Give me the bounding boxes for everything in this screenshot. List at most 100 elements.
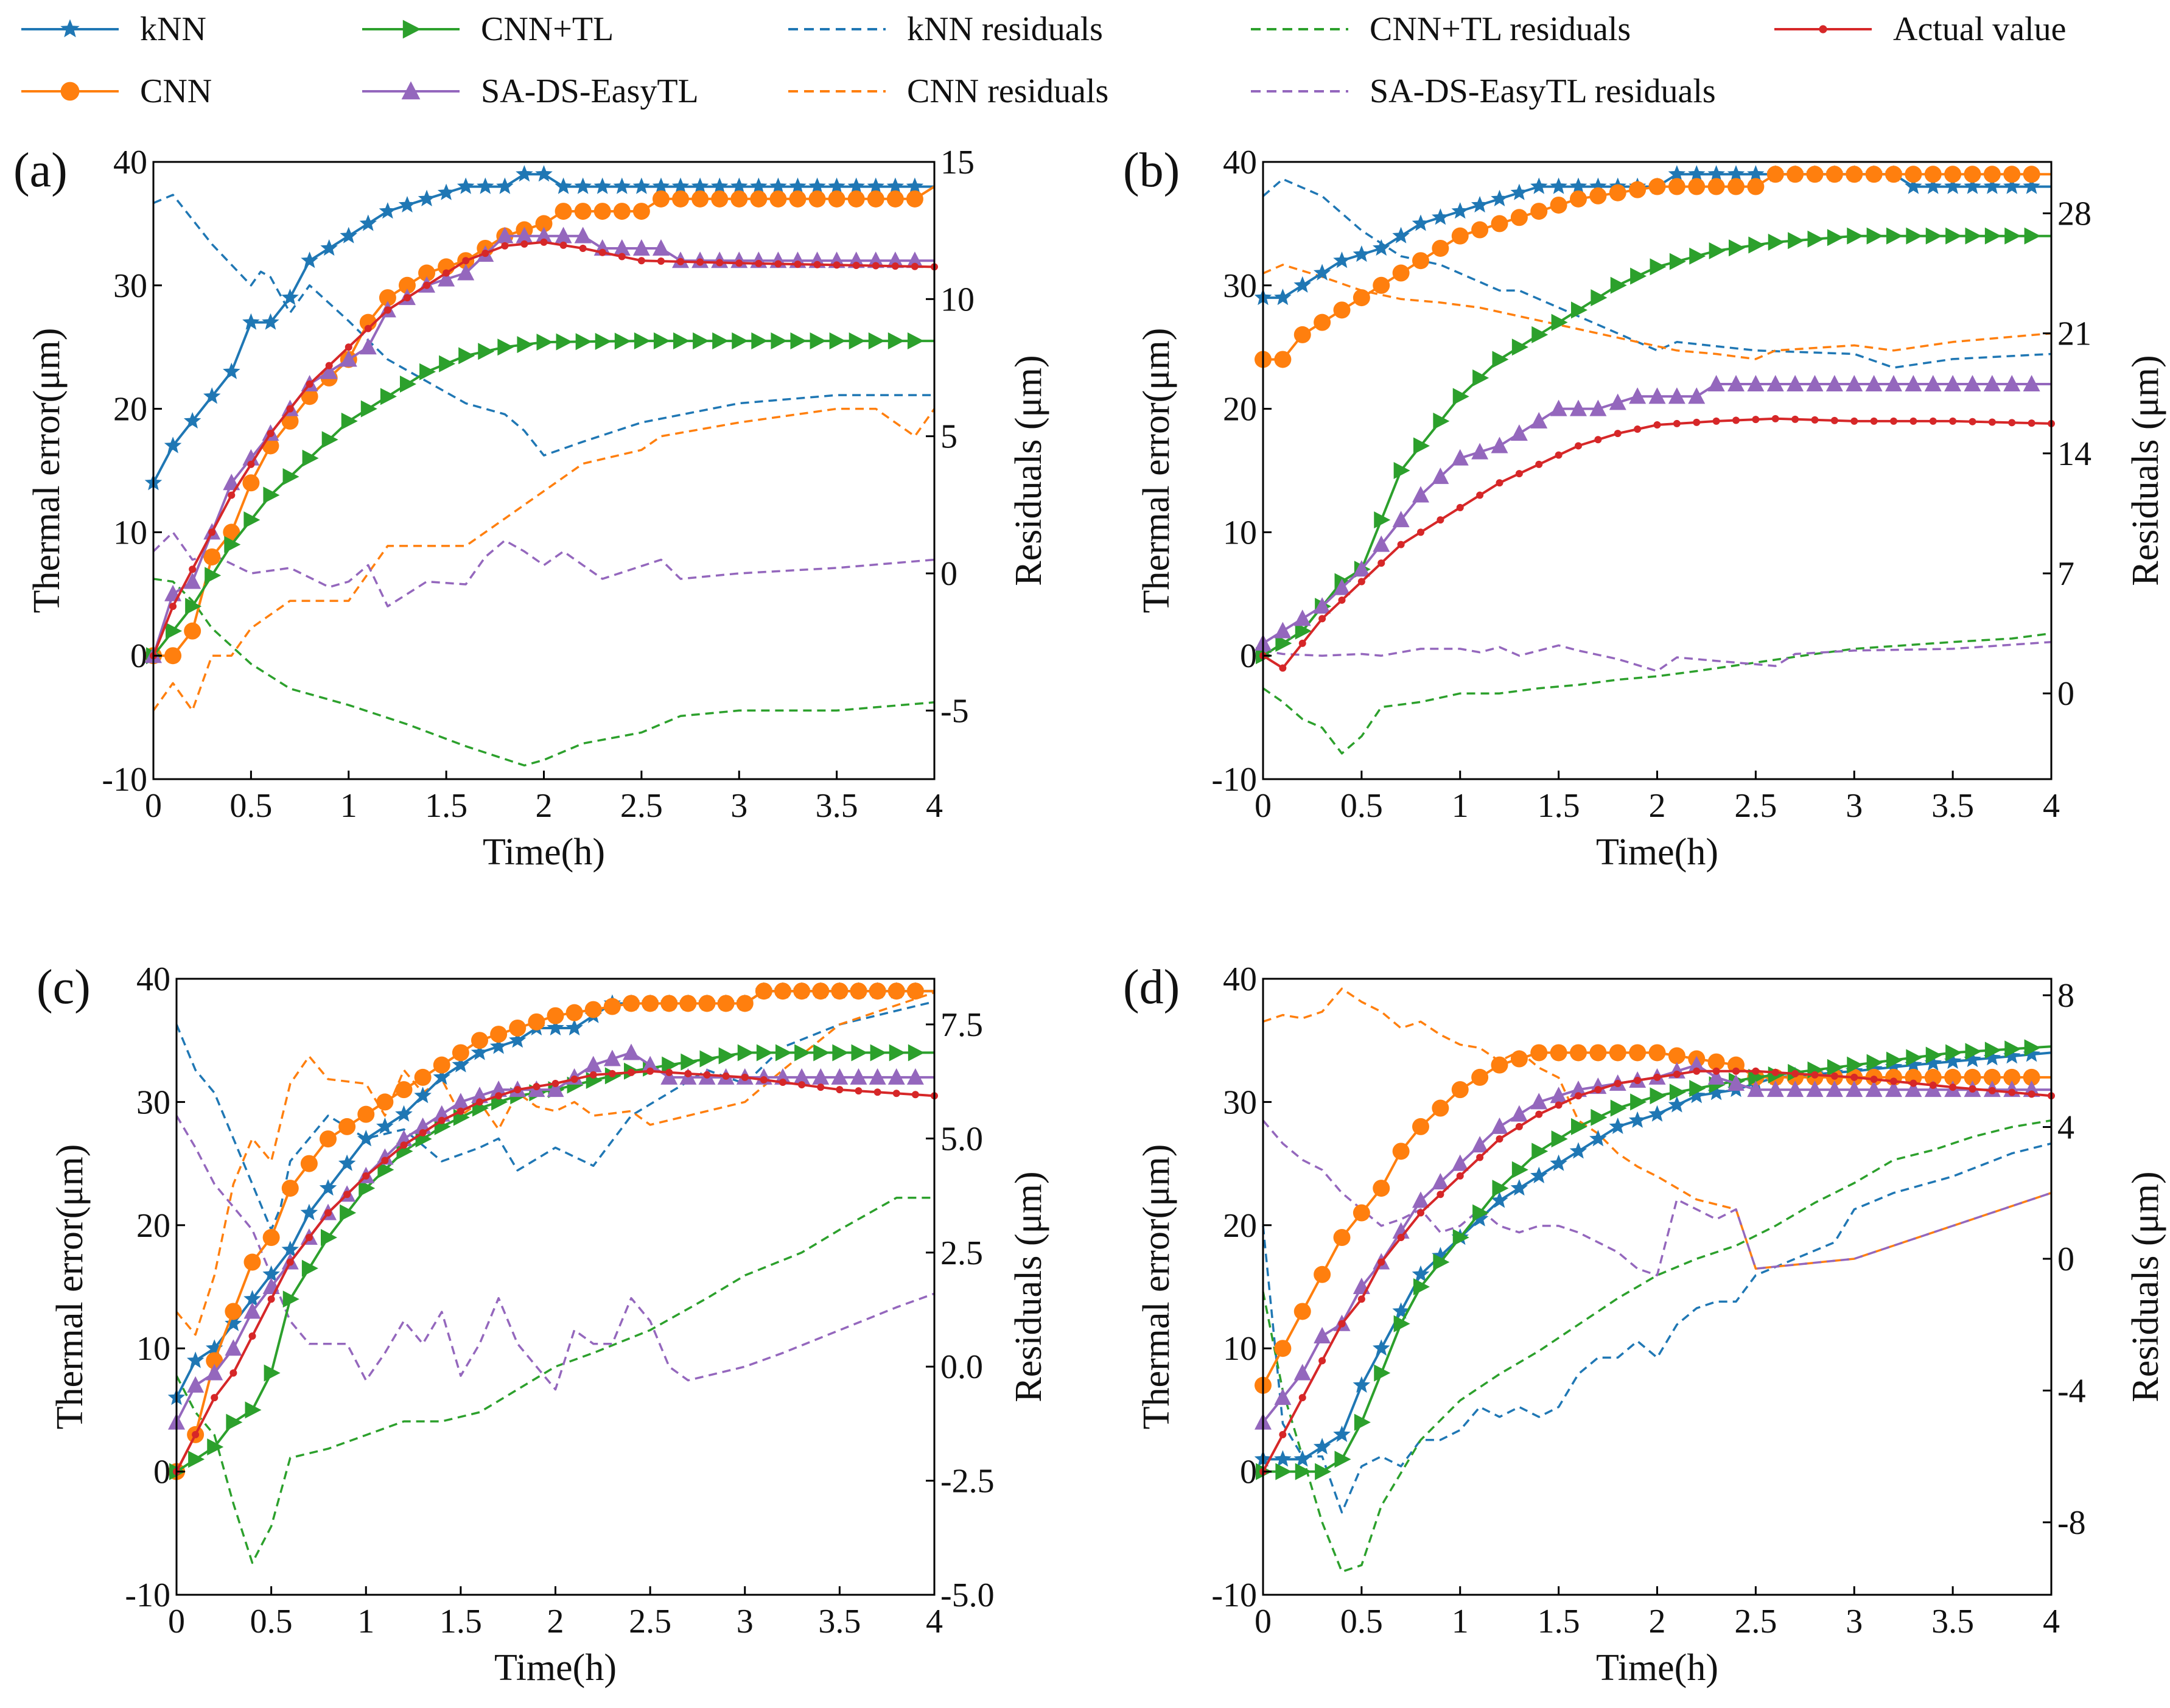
panel-c-marker-cnn <box>471 1032 488 1049</box>
panel-a-marker-knn <box>555 177 572 194</box>
panel-b-marker-actual-value <box>1949 417 1957 425</box>
panel-c-x-tick-label: 2.5 <box>629 1603 671 1640</box>
panel-a-marker-cnn-tl <box>536 334 553 351</box>
panel-a-marker-knn <box>847 177 865 194</box>
panel-a-marker-cnn <box>555 203 572 220</box>
panel-c-x-tick-label: 3 <box>737 1603 754 1640</box>
panel-d-marker-actual-value <box>1555 1101 1563 1109</box>
panel-b-marker-sa-ds-easytl <box>1412 486 1429 503</box>
panel-a-y-tick-label: 10 <box>113 514 147 551</box>
panel-b-x-tick-label: 0.5 <box>1340 787 1383 825</box>
panel-d-marker-cnn-tl <box>1472 1204 1489 1222</box>
panel-a-marker-actual-value <box>228 491 236 499</box>
panel-c-marker-knn <box>395 1105 413 1122</box>
panel-d-y2-tick-label: -4 <box>2057 1372 2086 1410</box>
panel-b-marker-cnn <box>1491 215 1508 233</box>
panel-d-marker-cnn-tl <box>1354 1413 1371 1431</box>
panel-b-marker-cnn-tl <box>1729 239 1745 257</box>
panel-a-marker-sa-ds-easytl <box>652 239 670 256</box>
panel-a-marker-knn <box>164 436 182 453</box>
panel-a-marker-cnn <box>769 190 787 208</box>
panel-c-marker-cnn-tl <box>775 1044 792 1062</box>
panel-d-marker-knn <box>1392 1302 1410 1319</box>
panel-c-marker-cnn-tl <box>737 1044 754 1062</box>
legend-item-sa-ds-easytl: SA-DS-EasyTL <box>359 72 699 110</box>
panel-c-marker-cnn <box>452 1044 469 1062</box>
panel-b-marker-knn <box>1432 208 1449 225</box>
panel-a-marker-actual-value <box>423 281 431 289</box>
panel-c-series-actual-value <box>175 1069 935 1472</box>
panel-c-x-tick-label: 3.5 <box>818 1603 861 1640</box>
panel-c-marker-actual-value <box>343 1191 351 1199</box>
panel-c-marker-actual-value <box>779 1079 786 1087</box>
panel-b-marker-cnn-tl <box>1689 247 1706 265</box>
panel-d-marker-sa-ds-easytl <box>1865 1080 1883 1097</box>
panel-a-series-sa-ds-easytl-residuals <box>152 531 935 607</box>
panel-c-marker-knn <box>547 1019 564 1036</box>
panel-a: 0 0.5 1 1.5 2 2.5 3 3.5 4-10010203040-5051015Tim… <box>13 144 1049 873</box>
legend-item-actual-value: Actual value <box>1771 10 2067 48</box>
panel-d-marker-cnn <box>1668 1047 1685 1065</box>
panel-d-marker-cnn <box>1274 1340 1292 1357</box>
panel-c-marker-actual-value <box>400 1141 408 1149</box>
panel-d-marker-actual-value <box>1515 1122 1523 1130</box>
panel-d-marker-cnn-tl <box>1433 1253 1450 1271</box>
panel-b-marker-cnn-tl <box>1669 253 1686 270</box>
panel-d-marker-cnn-tl <box>1492 1180 1509 1197</box>
panel-a-marker-sa-ds-easytl <box>223 474 240 491</box>
panel-b-marker-cnn-tl <box>1433 412 1450 430</box>
panel-a-marker-cnn-tl <box>810 332 827 350</box>
panel-b-marker-sa-ds-easytl <box>1983 375 2001 392</box>
panel-c-marker-actual-value <box>248 1332 256 1340</box>
panel-d-marker-actual-value <box>1496 1135 1503 1143</box>
panel-a-y2-tick-label: 15 <box>940 144 975 181</box>
panel-a-y-tick-label: 20 <box>113 391 147 429</box>
panel-a-marker-cnn-tl <box>321 431 338 449</box>
legend-swatch-sa-ds-easytl <box>362 81 460 100</box>
panel-b-marker-cnn-tl <box>1866 227 1883 245</box>
legend-marker-sa-ds-easytl <box>401 81 421 100</box>
panel-c-marker-sa-ds-easytl <box>471 1087 488 1104</box>
panel-a-marker-sa-ds-easytl <box>886 251 904 268</box>
panel-b-x-tick-label: 0 <box>1255 787 1272 825</box>
panel-b-marker-cnn <box>1766 166 1784 183</box>
panel-a-y-tick-label: 30 <box>113 267 147 305</box>
panel-b-marker-actual-value <box>1988 418 1996 426</box>
panel-d-x-tick-label: 2.5 <box>1734 1603 1777 1640</box>
panel-b-x-tick-label: 4 <box>2043 787 2060 825</box>
legend-label-knn-residuals: kNN residuals <box>907 10 1103 48</box>
panel-d-marker-cnn-tl <box>2024 1039 2041 1057</box>
panel-a-marker-knn <box>574 177 592 194</box>
panel-a-marker-cnn <box>632 203 650 220</box>
panel-b-series-knn-residuals <box>1262 178 2052 369</box>
panel-c-y2-tick-label: 7.5 <box>940 1006 983 1044</box>
panel-a-y2-axis-label: Residuals (μm) <box>1008 355 1049 586</box>
panel-b-marker-actual-value <box>1909 417 1917 425</box>
panel-b-marker-knn <box>1373 239 1390 256</box>
panel-b-marker-actual-value <box>1575 442 1582 450</box>
panel-a-series-cnn-tl-residuals <box>153 578 935 767</box>
legend-item-cnn-tl-residuals: CNN+TL residuals <box>1248 10 1631 48</box>
panel-c-marker-cnn <box>376 1093 394 1111</box>
panel-b-marker-actual-value <box>1969 418 1976 425</box>
panel-b-marker-cnn <box>1806 166 1824 183</box>
panel-b-y-axis-label: Thermal error(μm) <box>1136 328 1177 614</box>
panel-c-marker-sa-ds-easytl <box>187 1376 205 1393</box>
panel-a-marker-cnn <box>398 276 416 294</box>
panel-c-marker-actual-value <box>362 1172 370 1180</box>
panel-d-y-tick-label: -10 <box>1211 1577 1257 1614</box>
panel-b-marker-sa-ds-easytl <box>1905 375 1922 392</box>
panel-d-marker-actual-value <box>1456 1172 1464 1180</box>
panel-a-marker-cnn <box>574 203 592 220</box>
panel-a-marker-sa-ds-easytl <box>184 572 201 589</box>
panel-a-marker-cnn-tl <box>224 536 241 553</box>
panel-c-marker-actual-value <box>192 1430 200 1438</box>
panel-b-marker-knn <box>1471 196 1489 213</box>
panel-d-series-cnn <box>1262 1051 2051 1386</box>
panel-a-marker-sa-ds-easytl <box>320 362 338 379</box>
panel-c-marker-actual-value <box>628 1068 635 1076</box>
panel-a-x-tick-label: 1 <box>340 787 357 825</box>
panel-b-marker-actual-value <box>1357 578 1365 586</box>
panel-b-marker-cnn <box>1530 203 1548 220</box>
panel-d-marker-sa-ds-easytl <box>1530 1093 1548 1110</box>
